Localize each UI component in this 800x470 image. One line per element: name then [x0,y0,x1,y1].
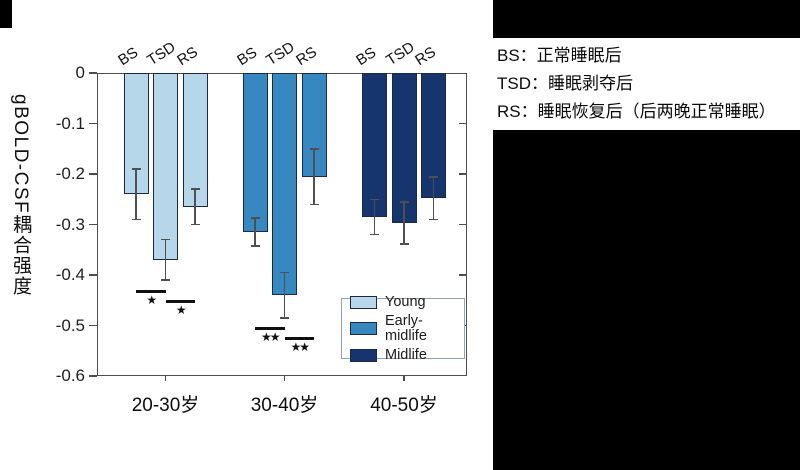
caption-line-rs: RS：睡眠恢复后（后两晚正常睡眠） [497,102,776,121]
error-bar-cap [161,279,170,281]
significance-marker: ★ [146,293,157,308]
y-tick-label: 0 [75,63,85,82]
error-bar-cap [429,218,438,221]
error-bar-cap [161,238,170,241]
significance-line [165,300,195,303]
significance-marker: ★ [175,303,187,318]
error-bar-cap [280,317,289,319]
error-bar-cap [131,218,141,221]
bar-early-midlife-BS [242,73,268,233]
x-tick-mark [164,376,167,381]
y-tick-label: -0.5 [55,315,85,335]
y-tick-mark-right [459,274,467,276]
x-category-label: 30-40岁 [250,395,319,416]
error-bar-cap [370,198,379,200]
y-tick-label: -0.2 [55,164,85,183]
condition-label: RS [173,43,201,70]
bar-midlife-BS [362,73,387,217]
y-tick-mark [89,274,97,276]
caption-band: BS：正常睡眠后 TSD：睡眠剥夺后 RS：睡眠恢复后（后两晚正常睡眠） [493,38,800,130]
legend-item-midlife: Midlife [350,346,464,363]
significance-line [136,290,166,293]
legend: Young Early-midlife Midlife [341,293,465,362]
bar-midlife-TSD [391,73,417,223]
significance-line [284,337,314,340]
bar-young-TSD [153,73,178,260]
error-bar-cap [250,217,260,219]
y-tick-label: -0.1 [55,113,85,133]
y-tick-label: -0.4 [55,265,85,284]
error-bar [313,148,315,205]
error-bar-cap [399,201,409,203]
y-tick-mark-right [459,223,467,226]
significance-line [255,327,285,330]
error-bar-cap [429,176,438,178]
right-panel: BS：正常睡眠后 TSD：睡眠剥夺后 RS：睡眠恢复后（后两晚正常睡眠） [493,0,800,470]
x-category-label: 20-30岁 [131,395,200,416]
condition-label: RS [412,43,439,70]
y-tick-mark [89,72,97,74]
error-bar [194,189,196,225]
legend-label: Midlife [385,346,427,363]
error-bar-cap [131,168,141,170]
y-tick-mark [89,122,97,125]
y-tick-mark [89,324,97,327]
y-tick-mark [89,223,97,226]
error-bar-cap [190,223,200,226]
error-bar [403,201,405,245]
corner-artifact [0,0,12,28]
error-bar [432,177,435,220]
error-bar [283,272,286,318]
y-tick-label: -0.6 [55,366,85,385]
error-bar [254,217,256,247]
legend-label: Early-midlife [385,312,427,344]
error-bar-cap [309,148,319,150]
caption-line-tsd: TSD：睡眠剥夺后 [497,74,633,93]
significance-marker: ★★ [260,330,281,344]
condition-label: RS [292,43,320,70]
significance-marker: ★★ [290,340,310,355]
legend-swatch [350,348,377,362]
legend-item-early-midlife: Early-midlife [350,312,464,344]
y-tick-mark-right [459,122,467,125]
legend-swatch [350,322,377,335]
error-bar-cap [250,245,260,247]
y-tick-mark [89,375,97,377]
error-bar [373,199,376,235]
y-tick-label: -0.3 [55,214,85,234]
condition-label: BS [233,44,260,70]
error-bar [135,168,137,220]
legend-swatch [350,295,377,309]
y-tick-mark-right [459,173,467,175]
legend-item-young: Young [350,293,464,310]
error-bar-cap [280,271,289,274]
chart-panel: gBOLD-CSF耦合强度 0 -0.1 -0.2 -0.3 -0.4 -0.5 -0.6 B… [0,0,467,416]
y-axis-label: gBOLD-CSF耦合强度 [10,94,31,297]
x-tick-mark [403,376,405,381]
error-bar-cap [370,233,379,236]
bar-young-RS [182,73,208,207]
error-bar-cap [399,243,409,245]
condition-label: BS [114,44,141,70]
legend-label: Young [385,293,426,310]
error-bar-cap [309,203,319,206]
x-tick-mark [283,376,286,381]
error-bar-cap [190,188,200,190]
error-bar [164,239,167,281]
x-category-label: 40-50岁 [370,395,438,416]
bar-early-midlife-TSD [272,73,297,296]
y-tick-mark [89,173,97,175]
caption-line-bs: BS：正常睡眠后 [497,46,622,65]
condition-label: BS [353,44,380,70]
